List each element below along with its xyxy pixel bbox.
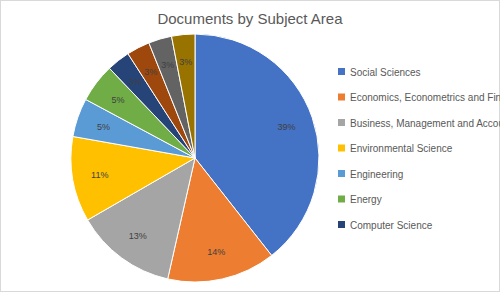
data-label: 11% <box>91 170 108 180</box>
legend-label: Energy <box>350 194 382 205</box>
data-label: 5% <box>97 122 110 132</box>
data-label: 5% <box>112 95 125 105</box>
data-label: 14% <box>207 247 225 257</box>
pie: 39%14%13%11%5%5%3%3%3%3% <box>71 34 319 282</box>
chart-title: Documents by Subject Area <box>157 10 343 27</box>
data-label: 3% <box>129 77 142 87</box>
pie-slice <box>172 34 195 158</box>
data-label: 3% <box>179 57 192 67</box>
legend-label: Computer Science <box>350 220 433 231</box>
legend: Social Sciences Economics, Econometrics a… <box>338 67 500 231</box>
legend-swatch <box>338 196 345 203</box>
data-label: 13% <box>129 231 147 241</box>
legend-label: Economics, Econometrics and Finance <box>350 92 500 103</box>
legend-swatch <box>338 94 345 101</box>
data-label: 3% <box>161 60 174 70</box>
legend-label: Social Sciences <box>350 67 421 78</box>
legend-label: Business, Management and Accounting <box>350 118 500 129</box>
data-label: 3% <box>144 67 157 77</box>
legend-swatch <box>338 170 345 177</box>
data-label: 39% <box>277 122 295 132</box>
chart-frame <box>1 1 500 292</box>
chart: Documents by Subject Area 39% 14% 13% 11% 5% 5… <box>0 0 500 292</box>
legend-label: Engineering <box>350 169 403 180</box>
legend-swatch <box>338 68 345 75</box>
legend-swatch <box>338 221 345 228</box>
legend-swatch <box>338 119 345 126</box>
legend-label: Environmental Science <box>350 143 453 154</box>
legend-swatch <box>338 145 345 152</box>
